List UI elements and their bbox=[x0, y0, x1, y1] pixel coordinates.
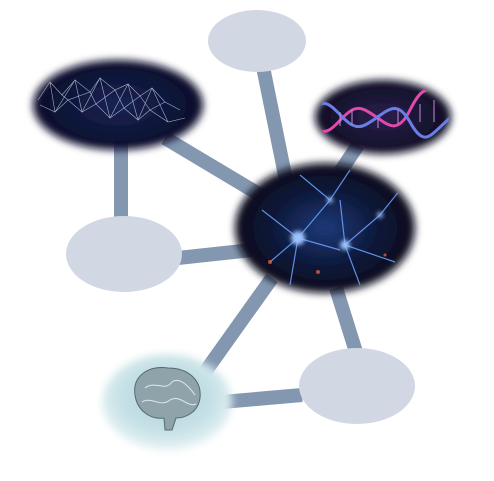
edge bbox=[177, 243, 253, 265]
neuron-image-node bbox=[235, 163, 415, 293]
node-image bbox=[235, 163, 415, 293]
network-image-node bbox=[33, 60, 203, 150]
dna-image-node bbox=[315, 80, 451, 154]
node-image bbox=[315, 80, 451, 154]
edges bbox=[114, 60, 364, 409]
edge bbox=[329, 285, 363, 355]
brain-image-node bbox=[102, 354, 232, 450]
edge bbox=[199, 273, 278, 377]
edge bbox=[161, 131, 266, 203]
node bbox=[299, 348, 415, 424]
nodes bbox=[33, 10, 451, 450]
node-image bbox=[33, 60, 203, 150]
edge bbox=[255, 60, 294, 187]
mesh bbox=[37, 77, 186, 123]
neurons bbox=[261, 169, 401, 286]
brain bbox=[134, 366, 201, 431]
edge bbox=[221, 388, 303, 409]
node bbox=[208, 10, 306, 72]
node bbox=[66, 216, 182, 292]
